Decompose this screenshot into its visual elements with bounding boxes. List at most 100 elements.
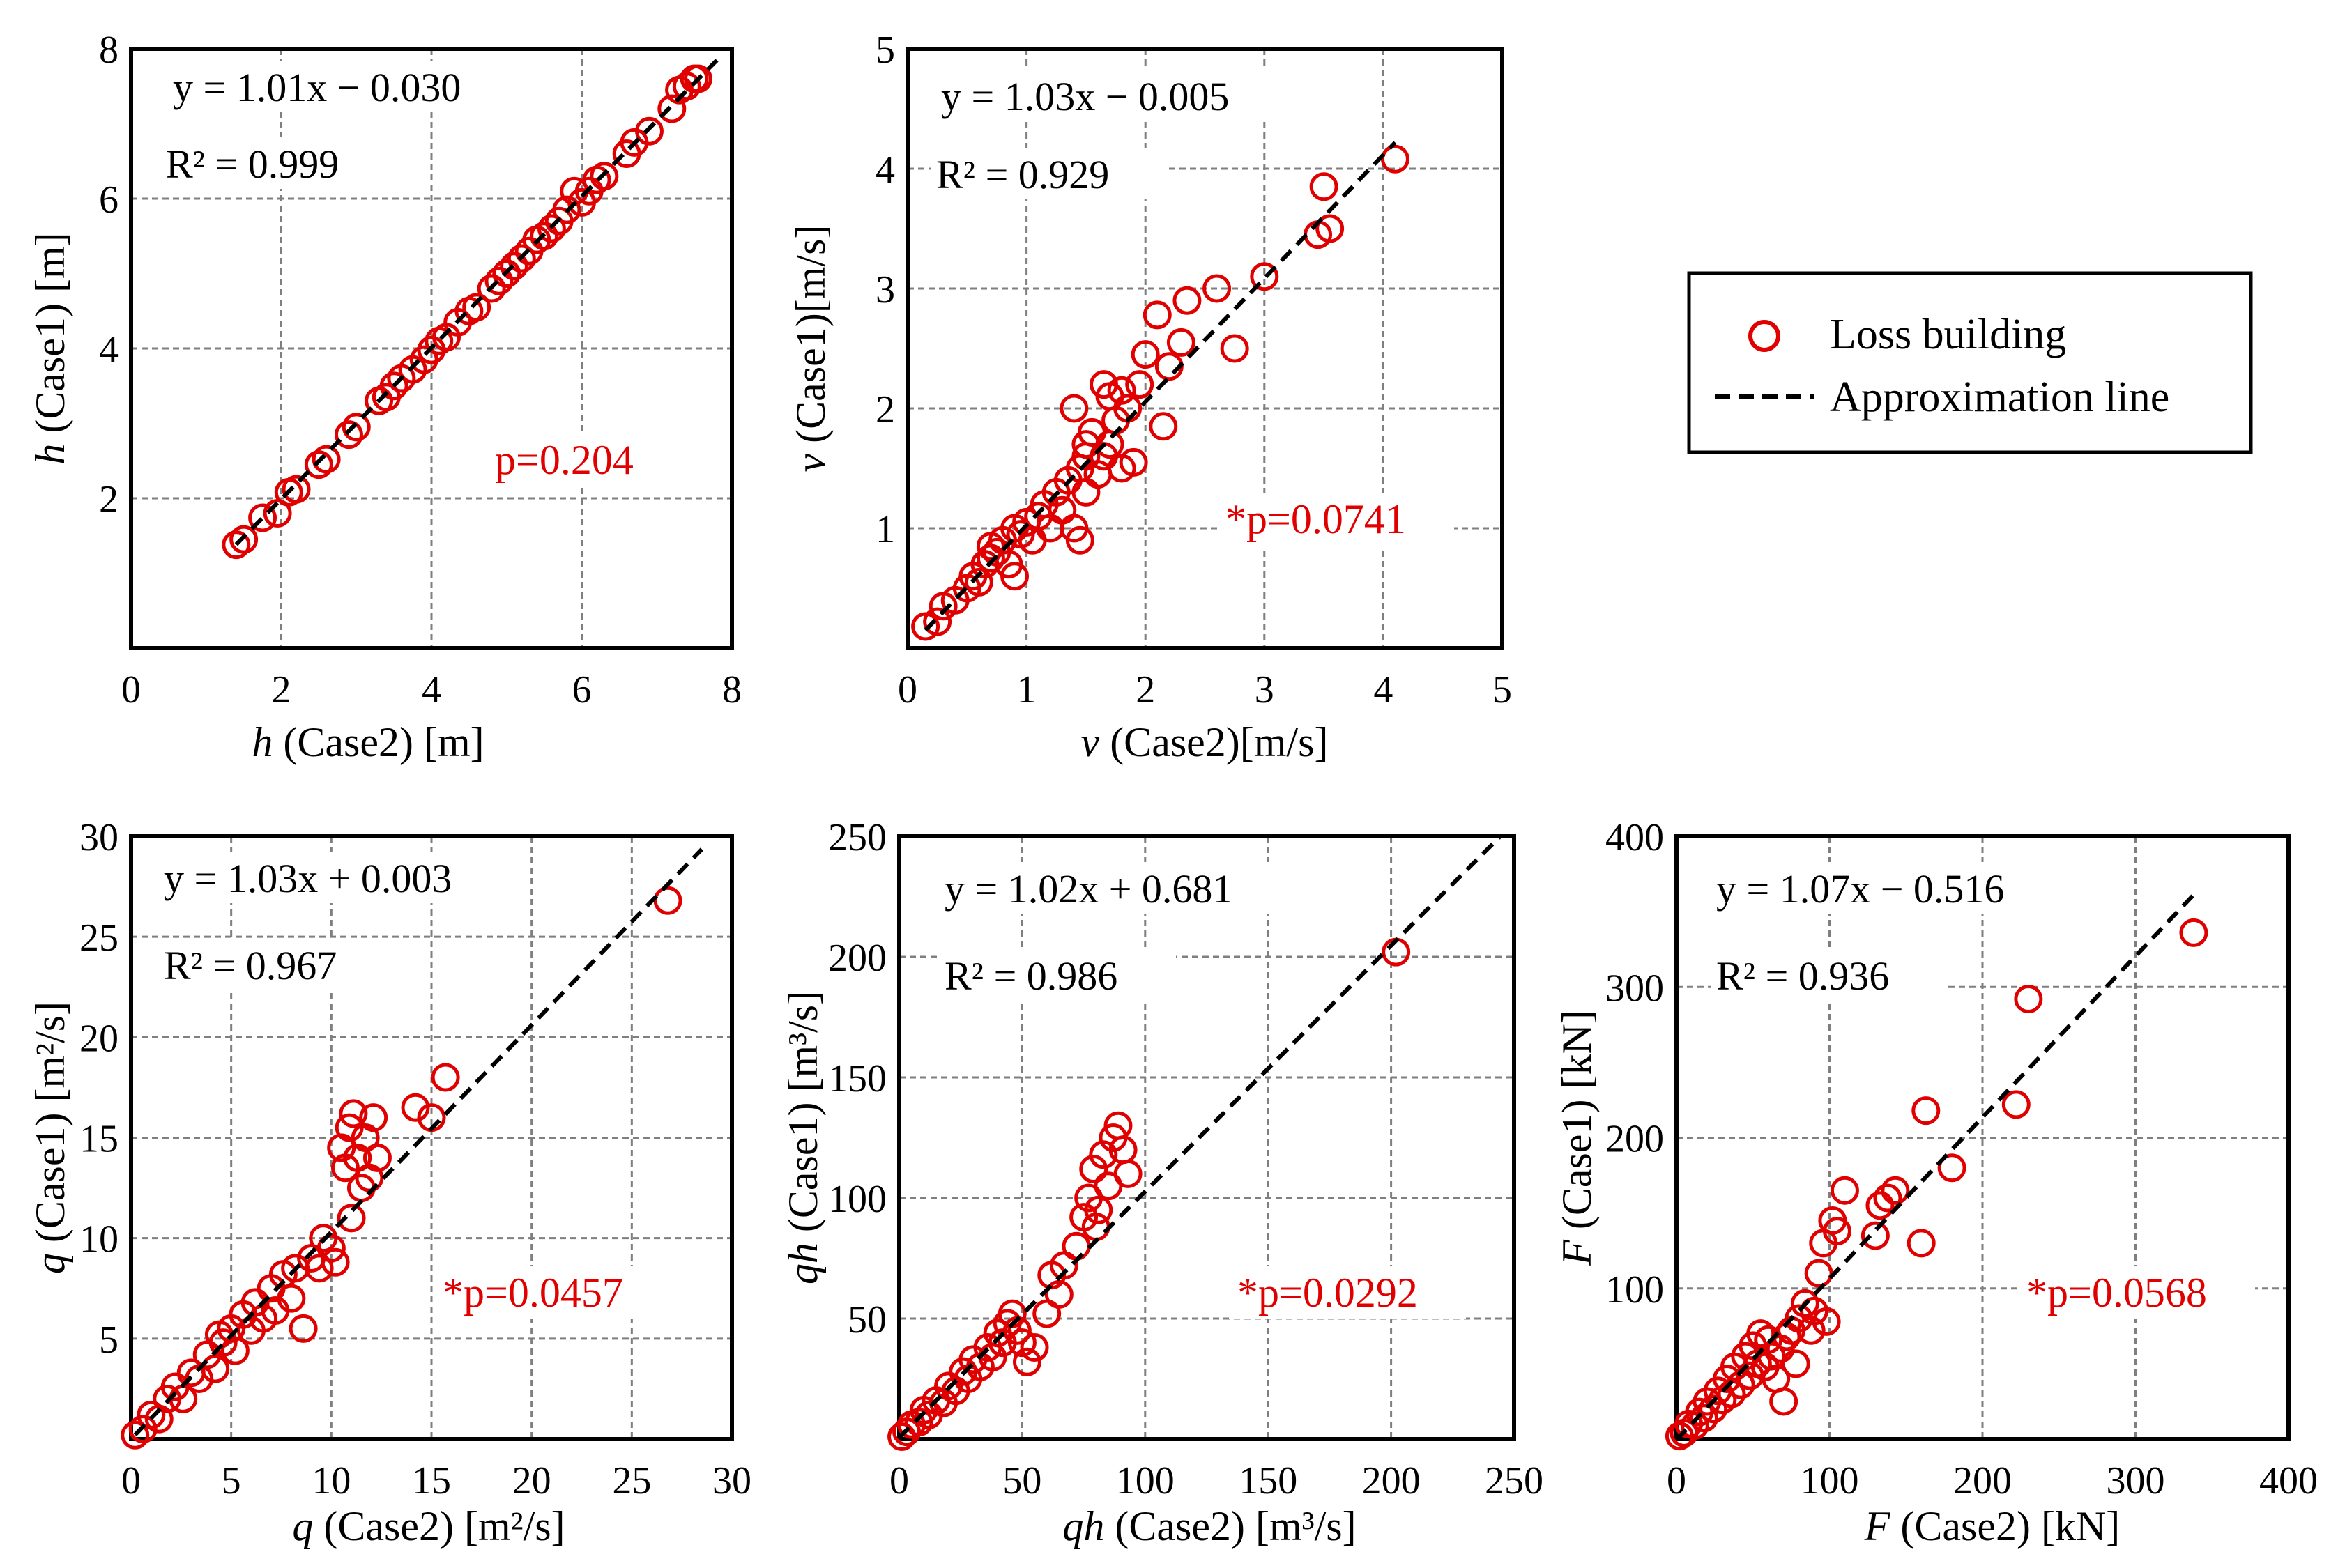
data-point-marker [1079, 1154, 1108, 1183]
r-squared-background [160, 137, 397, 189]
data-point-marker [1790, 1289, 1819, 1318]
y-tick-label: 20 [79, 1017, 119, 1060]
y-axis-label-variable: v [788, 453, 834, 472]
data-point-marker [590, 162, 619, 191]
x-tick-label: 20 [512, 1459, 551, 1502]
x-tick-label: 8 [722, 668, 742, 712]
data-point-marker [316, 1233, 346, 1263]
data-point-marker [1071, 430, 1101, 459]
data-point-marker [304, 450, 333, 479]
x-tick-label: 4 [422, 668, 441, 712]
y-tick-label: 3 [876, 268, 895, 312]
y-axis-label: h (Case1) [m] [27, 232, 73, 464]
data-point-marker [1315, 214, 1345, 243]
data-point-marker [289, 1314, 318, 1343]
p-value: p=0.204 [495, 437, 634, 483]
x-tick-label: 100 [1801, 1459, 1859, 1502]
data-point-marker [1881, 1176, 1910, 1205]
y-tick-label: 6 [99, 178, 119, 222]
y-tick-label: 8 [99, 29, 119, 72]
r-squared: R² = 0.967 [164, 943, 337, 988]
data-point-marker [1125, 370, 1154, 399]
y-tick-label: 400 [1605, 816, 1664, 859]
x-tick-label: 0 [121, 668, 141, 712]
data-point-marker [1089, 1140, 1118, 1169]
x-axis-label: v (Case2)[m/s] [1081, 719, 1329, 765]
data-point-marker [1822, 1217, 1851, 1246]
approximation-line [924, 141, 1397, 632]
x-tick-label: 250 [1485, 1459, 1543, 1502]
y-tick-label: 200 [1605, 1118, 1664, 1161]
x-tick-label: 0 [121, 1459, 141, 1502]
data-point-marker [1020, 1333, 1049, 1362]
regression-equation-background [935, 70, 1305, 121]
y-axis-label-unit: (Case1) [m²/s] [27, 1001, 73, 1253]
regression-equation-background [939, 862, 1308, 914]
x-axis-label: h (Case2) [m] [252, 719, 484, 765]
red-circle-marker-icon [1748, 320, 1780, 352]
y-axis-label-variable: h [27, 444, 73, 465]
y-tick-label: 1 [876, 508, 895, 551]
p-value-background [434, 1266, 671, 1319]
data-point-marker [1873, 1183, 1902, 1213]
x-tick-label: 2 [272, 668, 291, 712]
data-point-marker [1084, 1195, 1113, 1224]
data-point-marker [1119, 447, 1148, 477]
data-point-marker [657, 94, 687, 123]
data-point-marker [1113, 1159, 1143, 1188]
x-axis-label: F (Case2) [kN] [1864, 1503, 2121, 1549]
plot-frame [1674, 834, 2291, 1441]
x-tick-label: 0 [1667, 1459, 1686, 1502]
data-point-marker [282, 475, 311, 504]
y-tick-label: 100 [828, 1178, 887, 1221]
data-point-marker [121, 1420, 150, 1450]
y-axis-label-variable: qh [780, 1243, 826, 1284]
p-value: *p=0.0457 [443, 1270, 623, 1316]
data-point-marker [1680, 1411, 1709, 1440]
x-tick-label: 50 [1002, 1459, 1041, 1502]
y-tick-label: 300 [1605, 967, 1664, 1010]
data-point-marker [220, 1336, 250, 1365]
approximation-line [1674, 893, 2196, 1442]
data-point-marker [1812, 1307, 1841, 1336]
legend-box [1687, 271, 2253, 454]
data-point-marker [362, 1143, 392, 1172]
plot-frame [906, 47, 1504, 650]
data-point-marker [229, 525, 259, 554]
x-tick-label: 0 [898, 668, 917, 712]
x-axis-label-variable: h [252, 719, 273, 765]
data-point-marker [634, 116, 664, 146]
y-tick-label: 4 [876, 148, 895, 192]
x-axis-label-variable: v [1081, 719, 1100, 765]
data-point-marker [1781, 1349, 1810, 1378]
regression-equation: y = 1.01x − 0.030 [173, 65, 461, 110]
data-point-marker [431, 1063, 460, 1092]
data-point-marker [248, 503, 277, 532]
x-tick-label: 2 [1136, 668, 1155, 712]
y-axis-label: q (Case1) [m²/s] [27, 1001, 73, 1274]
data-point-marker [128, 1415, 158, 1444]
x-tick-label: 10 [312, 1459, 351, 1502]
r-squared: R² = 0.999 [166, 141, 339, 187]
x-axis-label: qh (Case2) [m³/s] [1062, 1503, 1356, 1549]
y-tick-label: 5 [876, 29, 895, 72]
data-point-marker [552, 195, 581, 224]
data-point-marker [1804, 1259, 1833, 1288]
data-point-marker [477, 274, 506, 303]
data-point-marker [1769, 1387, 1798, 1416]
data-point-marker [1172, 286, 1202, 315]
r-squared: R² = 0.929 [936, 152, 1109, 197]
r-squared: R² = 0.986 [945, 953, 1117, 999]
r-squared-background [931, 148, 1168, 199]
data-point-marker [1861, 1221, 1890, 1250]
data-point-marker [653, 886, 682, 915]
x-tick-label: 200 [1953, 1459, 2012, 1502]
data-point-marker [1796, 1316, 1826, 1345]
y-tick-label: 10 [79, 1218, 119, 1261]
y-axis-label: v (Case1)[m/s] [788, 225, 834, 472]
x-tick-label: 30 [712, 1459, 751, 1502]
